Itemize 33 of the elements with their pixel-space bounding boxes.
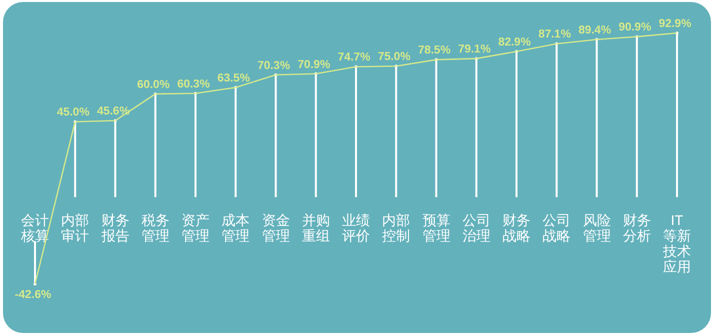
x-tick-label: 税务管理	[141, 212, 170, 244]
x-tick-label: 并购重组	[302, 212, 330, 244]
x-tick-label: 内部审计	[61, 212, 90, 244]
data-label: 74.7%	[338, 52, 370, 64]
x-tick-label: 预算管理	[422, 212, 450, 244]
x-tick-label: 财务分析	[622, 212, 651, 244]
data-label: 70.3%	[257, 60, 290, 72]
x-tick-label: 公司治理	[462, 212, 490, 244]
data-label: 90.9%	[618, 22, 652, 34]
data-label: 60.0%	[137, 78, 170, 91]
data-label: 87.1%	[538, 28, 571, 41]
x-tick-label: 风险管理	[582, 212, 611, 244]
x-tick-label: 资产管理	[182, 212, 210, 244]
data-label: 92.9%	[658, 18, 692, 30]
x-tick-label: 业绩评价	[342, 212, 370, 244]
data-label: 45.0%	[56, 106, 90, 119]
data-label: 70.9%	[298, 58, 330, 71]
data-label: 60.3%	[177, 78, 210, 90]
data-label: 63.5%	[217, 72, 250, 84]
data-label: 78.5%	[418, 44, 451, 57]
data-label: 82.9%	[498, 36, 531, 49]
x-tick-label: 财务报告	[100, 212, 130, 244]
data-label: 89.4%	[578, 24, 612, 36]
x-tick-label: IT等新技术应用	[662, 212, 691, 275]
x-tick-label: 财务战略	[502, 212, 530, 244]
data-label: 45.6%	[96, 106, 130, 118]
x-tick-label: 内部控制	[382, 212, 410, 244]
data-label: -42.6%	[14, 289, 52, 301]
data-label: 79.1%	[458, 44, 491, 56]
x-tick-label: 成本管理	[222, 212, 250, 244]
x-tick-label: 资金管理	[262, 212, 290, 244]
x-tick-label: 公司战略	[542, 212, 571, 244]
data-label: 75.0%	[378, 51, 410, 64]
